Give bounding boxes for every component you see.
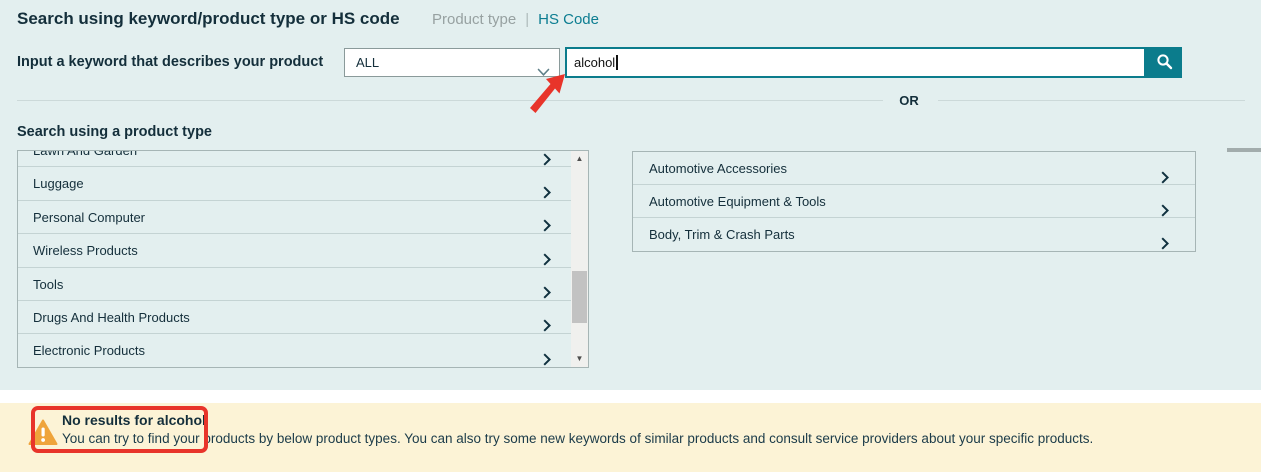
divider-line-right [938, 100, 1245, 101]
alert-title: No results for alcohol [62, 412, 206, 428]
chevron-right-icon [543, 211, 552, 244]
product-type-row-label: Automotive Accessories [649, 161, 788, 176]
scroll-down-arrow[interactable]: ▼ [575, 354, 584, 363]
chevron-right-icon [1161, 196, 1170, 229]
chevron-right-icon [543, 278, 552, 311]
product-type-row-label: Personal Computer [33, 209, 145, 225]
product-type-list-right: Automotive Accessories Automotive Equipm… [632, 151, 1196, 252]
product-type-list-left-inner: Lawn And Garden Luggage Personal Compute… [18, 150, 571, 367]
chevron-right-icon [543, 178, 552, 211]
chevron-right-icon [1161, 163, 1170, 196]
product-type-row[interactable]: Drugs And Health Products [18, 301, 571, 335]
chevron-right-icon [543, 245, 552, 278]
product-type-row-label: Body, Trim & Crash Parts [649, 227, 795, 242]
scrollbar[interactable]: ▲ ▼ [571, 151, 588, 367]
product-type-row[interactable]: Tools [18, 268, 571, 301]
product-type-row[interactable]: Electronic Products [18, 334, 571, 367]
category-dropdown-value: ALL [356, 55, 380, 70]
chevron-right-icon [543, 345, 552, 367]
product-type-row-label: Drugs And Health Products [33, 309, 190, 325]
category-dropdown[interactable]: ALL [344, 48, 560, 77]
no-results-alert: No results for alcohol You can try to fi… [0, 403, 1261, 472]
product-type-row-label: Lawn And Garden [33, 150, 138, 158]
text-caret [616, 55, 618, 70]
product-type-row[interactable]: Automotive Accessories [633, 152, 1195, 185]
product-type-row-label: Automotive Equipment & Tools [649, 194, 826, 209]
product-type-row[interactable]: Wireless Products [18, 234, 571, 268]
warning-triangle-icon [28, 419, 58, 451]
divider-line-left [17, 100, 883, 101]
scrollbar-thumb[interactable] [572, 271, 587, 323]
product-type-row[interactable]: Lawn And Garden [18, 150, 571, 168]
chevron-right-icon [1161, 229, 1170, 262]
product-type-list-left: Lawn And Garden Luggage Personal Compute… [17, 150, 589, 368]
page-title: Search using keyword/product type or HS … [17, 9, 400, 28]
tab-product-type[interactable]: Product type [432, 11, 517, 28]
search-button[interactable] [1146, 47, 1182, 78]
product-type-row[interactable]: Personal Computer [18, 201, 571, 235]
product-type-section-title: Search using a product type [17, 124, 212, 140]
product-type-row-label: Luggage [33, 176, 84, 192]
chevron-down-icon [537, 59, 550, 86]
keyword-search-input[interactable]: alcohol [565, 47, 1146, 78]
alert-message: You can try to find your products by bel… [62, 431, 1094, 446]
keyword-input-value: alcohol [574, 55, 616, 70]
chevron-right-icon [543, 311, 552, 344]
product-type-row[interactable]: Body, Trim & Crash Parts [633, 218, 1195, 251]
product-type-row-label: Electronic Products [33, 343, 145, 359]
product-type-row-label: Wireless Products [33, 243, 138, 259]
magnifier-icon [1156, 53, 1173, 73]
tab-separator: | [525, 11, 530, 28]
tab-hs-code[interactable]: HS Code [538, 11, 599, 28]
background-gap [0, 390, 1261, 403]
scroll-up-arrow[interactable]: ▲ [575, 154, 584, 163]
product-type-row-label: Tools [33, 276, 64, 292]
header-tabs: Product type | HS Code [432, 11, 599, 28]
product-type-row[interactable]: Automotive Equipment & Tools [633, 185, 1195, 218]
or-divider-label: OR [899, 93, 919, 108]
chevron-right-icon [543, 151, 552, 178]
keyword-search-label: Input a keyword that describes your prod… [17, 54, 324, 70]
clipped-panel-edge [1227, 148, 1261, 152]
product-type-row[interactable]: Luggage [18, 167, 571, 201]
